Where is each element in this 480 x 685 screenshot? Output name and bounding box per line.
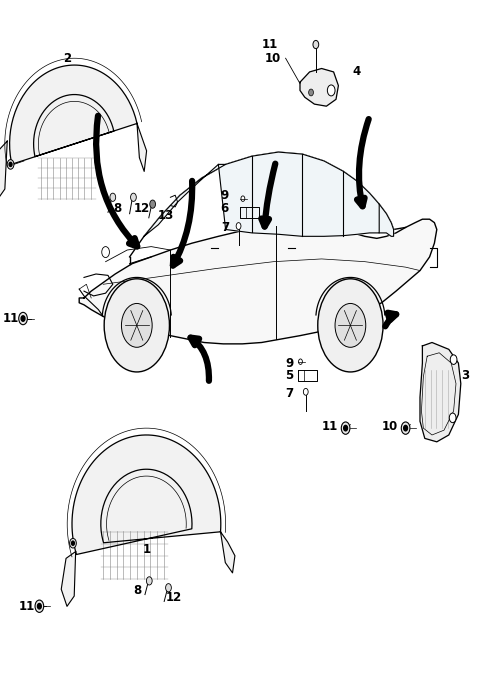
Text: 2: 2 [63, 52, 71, 64]
Polygon shape [218, 152, 379, 236]
Circle shape [303, 388, 308, 395]
Circle shape [9, 162, 12, 166]
Circle shape [102, 247, 109, 258]
Polygon shape [61, 551, 76, 606]
Text: 10: 10 [264, 52, 281, 64]
Circle shape [401, 422, 410, 434]
Circle shape [7, 160, 14, 169]
Polygon shape [10, 65, 137, 164]
Circle shape [104, 279, 169, 372]
Polygon shape [379, 204, 394, 236]
Circle shape [121, 303, 152, 347]
Polygon shape [137, 123, 146, 171]
Text: 9: 9 [286, 357, 294, 369]
Circle shape [150, 200, 156, 208]
Text: 8: 8 [133, 584, 142, 597]
Text: 8: 8 [113, 203, 122, 215]
Circle shape [21, 316, 25, 321]
Polygon shape [300, 68, 338, 106]
Circle shape [131, 193, 136, 201]
Text: 4: 4 [353, 66, 361, 78]
Text: 1: 1 [143, 543, 150, 556]
Polygon shape [420, 342, 461, 442]
Text: 13: 13 [157, 210, 174, 222]
Circle shape [344, 425, 348, 431]
Text: 9: 9 [221, 189, 229, 201]
Circle shape [299, 359, 302, 364]
Circle shape [309, 89, 313, 96]
Text: 3: 3 [461, 369, 469, 382]
Text: 11: 11 [322, 420, 338, 432]
Circle shape [19, 312, 27, 325]
Text: 11: 11 [261, 38, 277, 51]
Text: 12: 12 [133, 203, 150, 215]
Text: 11: 11 [18, 600, 35, 612]
Text: 12: 12 [166, 591, 182, 603]
Circle shape [450, 355, 457, 364]
Text: 7: 7 [221, 221, 229, 234]
Text: 6: 6 [221, 203, 229, 215]
Circle shape [318, 279, 383, 372]
Circle shape [236, 223, 241, 229]
Circle shape [449, 413, 456, 423]
Circle shape [166, 584, 171, 592]
Circle shape [313, 40, 319, 49]
Circle shape [110, 193, 116, 201]
Text: 7: 7 [286, 388, 294, 400]
Polygon shape [0, 141, 7, 203]
Text: 5: 5 [286, 369, 294, 382]
Polygon shape [79, 219, 437, 344]
Polygon shape [220, 532, 235, 573]
Circle shape [146, 577, 152, 585]
Circle shape [327, 85, 335, 96]
Polygon shape [144, 164, 226, 236]
Circle shape [35, 600, 44, 612]
Text: 11: 11 [3, 312, 19, 325]
Polygon shape [72, 435, 221, 554]
Circle shape [37, 603, 41, 609]
Circle shape [70, 538, 76, 548]
Circle shape [241, 196, 245, 201]
Circle shape [341, 422, 350, 434]
Circle shape [404, 425, 408, 431]
Circle shape [335, 303, 366, 347]
Text: 10: 10 [382, 420, 398, 432]
Circle shape [72, 541, 74, 545]
